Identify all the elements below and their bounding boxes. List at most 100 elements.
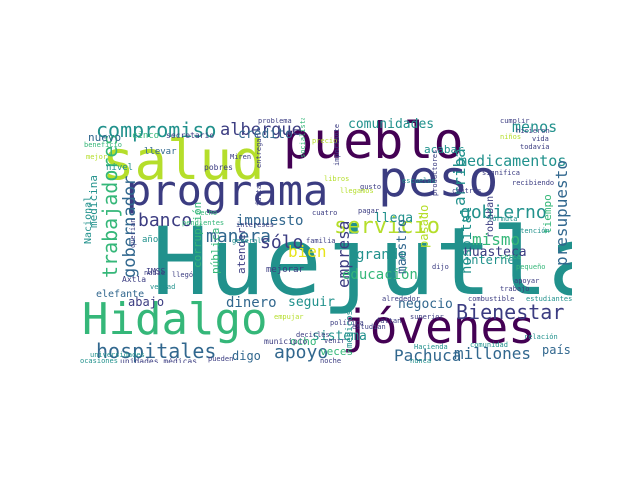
word-empujar: empujar (274, 313, 304, 321)
word-politica: política (330, 319, 364, 327)
word-compromiso: compromiso (96, 118, 217, 142)
word-hicieron: hicieron (516, 127, 550, 135)
word-dinero: dinero (226, 295, 277, 311)
word-mejorar: mejorar (266, 265, 304, 275)
word-hospitales: hospitales (96, 339, 217, 363)
word-dijo: dijo (432, 263, 449, 271)
word-jovenes: jóvenes (342, 300, 536, 354)
word-huasteca: Huasteca (464, 245, 527, 260)
word-nuevo: nuevo (88, 131, 122, 144)
word-axtla: Axtla (122, 275, 147, 284)
word-internet: internet (464, 253, 522, 267)
word-superior: superior (410, 313, 444, 321)
word-combustible: combustible (468, 295, 515, 303)
word-mejor: mejor (86, 153, 108, 161)
word-bienestar: Bienestar (456, 300, 565, 324)
word-problema: problema (258, 118, 292, 125)
word-publica: pública (209, 227, 222, 274)
word-medicamentos: medicamentos (458, 152, 567, 170)
word-general: general (232, 237, 262, 245)
word-abajo: abajo (128, 295, 165, 309)
word-hidalgo: Hidalgo (82, 294, 268, 345)
word-precio: precio (312, 137, 338, 145)
word-formula: fórmula (488, 215, 518, 223)
word-subsecretario: subsecretario (80, 241, 81, 296)
word-nivel: nivel (106, 163, 134, 173)
word-apoyo: apoyo (274, 342, 329, 363)
word-pasado: pasado (417, 204, 431, 248)
word-credito: crédito (238, 127, 293, 142)
word-elefante: elefante (96, 289, 145, 300)
word-importante: importante (333, 123, 341, 166)
word-noche: noche (320, 357, 342, 364)
word-imss: IMSS (146, 267, 166, 276)
word-decirles: decirles (296, 331, 330, 339)
word-salud: salud (102, 129, 265, 192)
word-socialista: socialista (299, 118, 307, 158)
word-comunidades: comunidades (348, 118, 435, 132)
word-nacional: Nacional (83, 195, 94, 244)
word-municipio: municipio (264, 337, 308, 346)
word-pais: país (542, 343, 571, 357)
word-todavia: todavía (520, 143, 550, 151)
word-significa: significa (482, 169, 520, 177)
word-anos: años (142, 235, 164, 245)
word-estudiantes: estudiantes (526, 295, 572, 303)
word-manera: manera (206, 226, 272, 247)
word-mismo: mismo (472, 230, 521, 249)
word-impuesto: impuesto (236, 213, 304, 229)
word-secretario: secretario (166, 131, 215, 140)
word-escuelas: escuelas (402, 177, 436, 185)
word-unidades-medicas: unidades médicas (120, 357, 198, 364)
word-servicio: servicio (334, 214, 440, 239)
word-pobres: pobres (204, 163, 233, 172)
word-pueden: pueden (208, 355, 234, 363)
word-beneficio: beneficio (84, 141, 122, 149)
word-huejutla: Huejutla (152, 208, 572, 317)
word-solo: sólo (260, 232, 304, 253)
word-verdad: verdad (150, 283, 176, 291)
word-apoyar: apoyar (514, 277, 540, 285)
word-peso: peso (378, 150, 499, 208)
word-educacion: educación (342, 267, 418, 283)
word-ocho: ocho (290, 335, 317, 348)
word-falta: falta (255, 184, 263, 206)
word-digo: digo (232, 349, 261, 363)
word-millones: millones (454, 344, 532, 363)
word-universidades: universidades (90, 351, 145, 359)
word-vida: vida (532, 135, 549, 143)
word-trabajo: trabajo (500, 285, 530, 293)
word-albergue: albergue (220, 120, 302, 140)
word-ninos: niños (500, 133, 522, 141)
word-nadie: nadie (144, 269, 166, 277)
word-gobierno: gobierno (460, 202, 547, 223)
word-presupuesto: presupuesto (552, 160, 571, 266)
word-cumplir: cumplir (500, 118, 530, 125)
word-centros: centros (452, 187, 482, 195)
word-hacienda: Hacienda (414, 343, 448, 351)
word-faltan: faltan (376, 317, 402, 325)
word-relacion: relación (524, 333, 558, 341)
word-estudian: estudian (352, 323, 386, 331)
word-pueblo: pueblo (283, 118, 464, 170)
word-entregar: entregar (255, 134, 263, 168)
word-hecho: hecho (196, 209, 218, 217)
word-negocio: negocio (398, 297, 453, 312)
word-cerca: cerca (500, 253, 522, 261)
word-cloud-panel: Huejutla salud pueblo peso programa jóvenes Hi… (80, 118, 572, 363)
word-llevar: llevar (144, 147, 177, 157)
word-menos: menos (512, 118, 558, 136)
word-productores: productores (431, 149, 439, 196)
word-atender: atender (235, 227, 248, 274)
word-miren: Miren (230, 153, 252, 161)
word-acabar: acabar (424, 143, 464, 156)
word-familia: familia (306, 237, 336, 245)
word-pagar: pagar (358, 207, 380, 215)
word-recibiendo: recibiendo (512, 179, 555, 187)
word-cinco: cinco (132, 131, 160, 141)
word-programa: programa (126, 166, 329, 215)
word-bien: bien (288, 242, 327, 261)
word-llega: llega (374, 211, 414, 226)
word-alrededor: alrededor (382, 295, 420, 303)
word-intereses: intereses (236, 221, 274, 229)
